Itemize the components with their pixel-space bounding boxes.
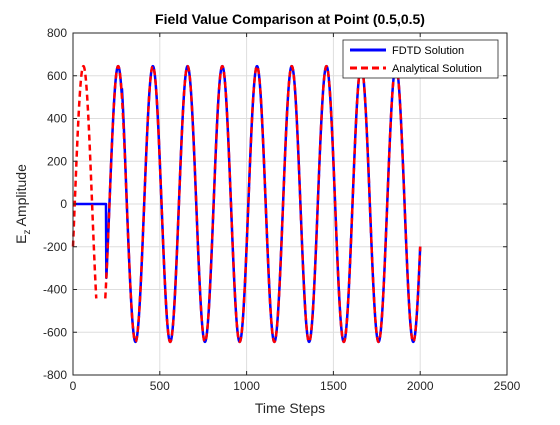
- x-axis-label: Time Steps: [255, 400, 325, 416]
- chart-title: Field Value Comparison at Point (0.5,0.5…: [155, 11, 425, 27]
- series-line-analytical: [71, 64, 422, 344]
- y-tick-label: 800: [47, 26, 67, 40]
- y-axis-label-base: E: [13, 235, 29, 244]
- y-tick-label: -800: [43, 368, 67, 382]
- y-axis-label: Ez Amplitude: [13, 164, 33, 244]
- y-tick-label: 600: [47, 69, 67, 83]
- y-tick-label: -600: [43, 325, 67, 339]
- plot-axes: 0 500 1000 1500 2000 2500 -800 -600 -400 -200 0 20…: [43, 26, 521, 393]
- x-tick-label: 1500: [320, 379, 347, 393]
- legend-box: [342, 39, 499, 79]
- x-tick-label: 2000: [407, 379, 434, 393]
- y-axis-label-subscript: z: [22, 230, 33, 235]
- y-axis-label-rest: Amplitude: [13, 164, 29, 230]
- x-tick-label: 0: [70, 379, 77, 393]
- x-tick-label: 2500: [494, 379, 521, 393]
- y-tick-labels: -800 -600 -400 -200 0 200 400 600 800: [43, 26, 67, 382]
- y-tick-label: -400: [43, 283, 67, 297]
- y-tick-label: -200: [43, 240, 67, 254]
- tick-marks: [72, 32, 508, 376]
- x-tick-label: 500: [150, 379, 170, 393]
- legend-label-analytical: Analytical Solution: [392, 63, 482, 75]
- x-tick-labels: 0 500 1000 1500 2000 2500: [70, 379, 521, 393]
- y-tick-label: 0: [60, 197, 67, 211]
- legend: FDTD Solution Analytical Solution: [342, 39, 499, 79]
- y-tick-label: 200: [47, 154, 67, 168]
- x-tick-label: 1000: [233, 379, 260, 393]
- legend-label-fdtd: FDTD Solution: [392, 45, 464, 57]
- y-tick-label: 400: [47, 112, 67, 126]
